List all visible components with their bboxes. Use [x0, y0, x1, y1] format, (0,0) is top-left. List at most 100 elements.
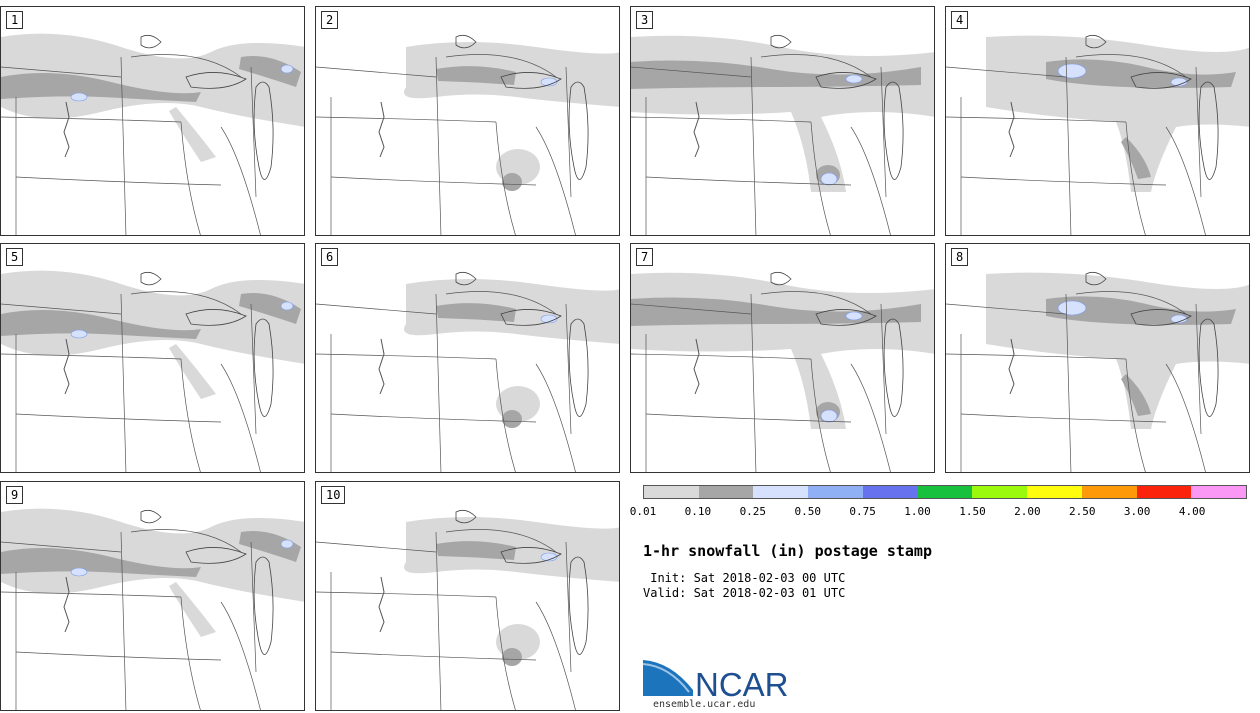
- state-boundary: [750, 293, 757, 472]
- map-panel-10: [316, 509, 619, 710]
- colorbar-swatch-2: [753, 486, 809, 498]
- panel-label: 7: [636, 248, 654, 266]
- state-boundary: [130, 529, 242, 553]
- state-boundary: [15, 651, 222, 661]
- state-boundary: [880, 303, 887, 435]
- ncar-logo: NCAR: [643, 660, 789, 701]
- state-boundary: [645, 176, 852, 186]
- river-line: [63, 101, 70, 158]
- state-boundary: [495, 596, 516, 710]
- state-boundary: [850, 126, 891, 235]
- map-panel-3: [631, 34, 934, 235]
- lake-outline: [883, 318, 904, 417]
- snowfall-heavy-area: [70, 92, 88, 102]
- panel-label: 10: [321, 486, 346, 504]
- state-boundary: [130, 291, 242, 315]
- colorbar-swatch-6: [972, 486, 1028, 498]
- snowfall-heavy-area: [820, 172, 838, 186]
- state-boundary: [495, 358, 516, 472]
- state-boundary: [760, 291, 872, 315]
- colorbar-tick-label: 4.00: [1178, 505, 1206, 518]
- panel-label: 5: [6, 248, 24, 266]
- lake-outline: [568, 81, 589, 180]
- state-boundary: [1, 116, 182, 123]
- state-boundary: [120, 56, 127, 235]
- snowfall-moderate-area: [1, 548, 201, 577]
- ncar-logo-text: NCAR: [695, 666, 789, 701]
- state-boundary: [220, 126, 261, 235]
- lake-outline: [455, 271, 477, 286]
- state-boundary: [180, 358, 201, 472]
- state-boundary: [15, 176, 222, 186]
- panel-9: 9: [0, 481, 305, 711]
- snowfall-moderate-area: [502, 173, 522, 191]
- valid-time: Valid: Sat 2018-02-03 01 UTC: [643, 586, 846, 600]
- snowfall-moderate-area: [436, 303, 516, 322]
- snowfall-moderate-area: [239, 531, 301, 562]
- state-boundary: [565, 303, 572, 435]
- map-panel-9: [1, 508, 304, 710]
- river-line: [693, 338, 700, 395]
- panel-label: 4: [951, 11, 969, 29]
- panel-6: 6: [315, 243, 620, 473]
- river-line: [63, 338, 70, 395]
- colorbar-tick-label: 3.00: [1123, 505, 1151, 518]
- lake-outline: [770, 271, 792, 286]
- snowfall-moderate-area: [502, 648, 522, 666]
- state-boundary: [1065, 293, 1072, 472]
- panel-label: 2: [321, 11, 339, 29]
- colorbar-tick-label: 0.01: [629, 505, 657, 518]
- river-line: [1008, 338, 1015, 395]
- snowfall-moderate-area: [1, 73, 201, 102]
- snowfall-light-area: [169, 107, 216, 162]
- state-boundary: [445, 54, 557, 78]
- state-boundary: [1, 303, 122, 315]
- lake-outline: [500, 309, 562, 326]
- lake-outline: [500, 547, 562, 564]
- panel-label: 8: [951, 248, 969, 266]
- site-url: ensemble.ucar.edu: [653, 699, 756, 710]
- state-boundary: [1195, 66, 1202, 198]
- panel-3: 3: [630, 6, 935, 236]
- state-boundary: [250, 66, 257, 198]
- river-line: [63, 576, 70, 633]
- panel-1: 1: [0, 6, 305, 236]
- snowfall-light-area: [986, 35, 1249, 192]
- snowfall-heavy-area: [1057, 63, 1087, 79]
- state-boundary: [960, 176, 1167, 186]
- state-boundary: [631, 66, 752, 78]
- init-time: Init: Sat 2018-02-03 00 UTC: [643, 571, 846, 585]
- panel-4: 4: [945, 6, 1250, 236]
- state-boundary: [535, 601, 576, 710]
- river-line: [378, 338, 385, 395]
- snowfall-moderate-area: [239, 293, 301, 324]
- river-line: [378, 101, 385, 158]
- colorbar-swatch-10: [1191, 486, 1247, 498]
- lake-outline: [568, 556, 589, 655]
- state-boundary: [435, 293, 442, 472]
- map-panel-6: [316, 271, 619, 472]
- snowfall-light-area: [169, 582, 216, 637]
- snowfall-heavy-area: [1170, 77, 1188, 87]
- map-panel-5: [1, 270, 304, 472]
- state-boundary: [1165, 363, 1206, 472]
- lake-outline: [253, 81, 274, 180]
- state-boundary: [495, 121, 516, 235]
- lake-outline: [883, 81, 904, 180]
- snowfall-heavy-area: [845, 311, 863, 321]
- snowfall-light-area: [1, 270, 304, 364]
- state-boundary: [316, 591, 497, 598]
- snowfall-light-area: [1, 33, 304, 127]
- map-panel-8: [946, 271, 1249, 472]
- state-boundary: [330, 651, 537, 661]
- colorbar: [643, 485, 1247, 499]
- state-boundary: [565, 541, 572, 673]
- snowfall-heavy-area: [540, 552, 558, 562]
- lake-outline: [253, 318, 274, 417]
- state-boundary: [946, 303, 1067, 315]
- state-boundary: [1125, 121, 1146, 235]
- colorbar-tick-label: 0.25: [739, 505, 767, 518]
- state-boundary: [1, 66, 122, 78]
- state-boundary: [1065, 56, 1072, 235]
- state-boundary: [1, 353, 182, 360]
